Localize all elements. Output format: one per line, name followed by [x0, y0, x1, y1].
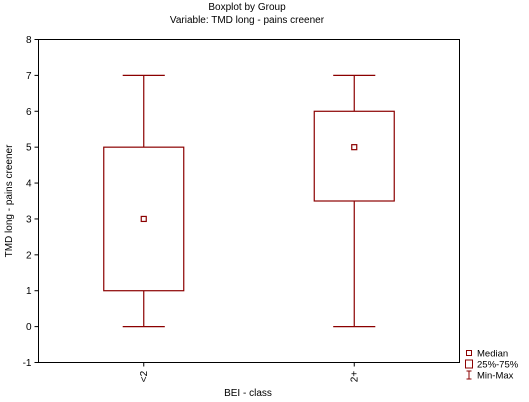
- legend-label: 25%-75%: [477, 360, 519, 371]
- x-tick-label: 2+: [349, 371, 360, 383]
- x-axis-label: BEI - class: [224, 388, 272, 399]
- legend-box-symbol: [465, 359, 473, 369]
- x-axis: <2 2+: [139, 362, 360, 383]
- y-tick-label: 7: [26, 71, 32, 82]
- y-tick-label: -1: [23, 358, 32, 369]
- y-tick-label: 8: [26, 35, 32, 46]
- y-tick-label: 5: [26, 143, 32, 154]
- y-tick-label: 2: [26, 250, 32, 261]
- chart-title: Boxplot by Group: [208, 2, 286, 13]
- y-axis-label: TMD long - pains creener: [4, 144, 15, 257]
- y-tick-label: 1: [26, 286, 32, 297]
- boxes-layer: [103, 74, 395, 328]
- y-tick-label: 6: [26, 107, 32, 118]
- median-marker: [351, 144, 358, 151]
- y-tick-label: 4: [26, 179, 32, 190]
- box-group: [313, 74, 395, 328]
- x-tick-label: <2: [139, 370, 150, 382]
- chart-subtitle: Variable: TMD long - pains creener: [170, 15, 325, 26]
- legend-median-symbol: [466, 350, 472, 356]
- iqr-box: [313, 110, 395, 202]
- legend-label: Min-Max: [477, 371, 514, 382]
- plot-area: [38, 39, 460, 363]
- legend-label: Median: [477, 349, 508, 360]
- box-group: [103, 74, 185, 328]
- y-tick-label: 3: [26, 214, 32, 225]
- iqr-box: [103, 146, 185, 292]
- median-marker: [140, 215, 147, 223]
- y-tick-label: 0: [26, 322, 32, 333]
- y-axis: -1 0 1 2 3 4 5 6 7 8: [23, 35, 39, 369]
